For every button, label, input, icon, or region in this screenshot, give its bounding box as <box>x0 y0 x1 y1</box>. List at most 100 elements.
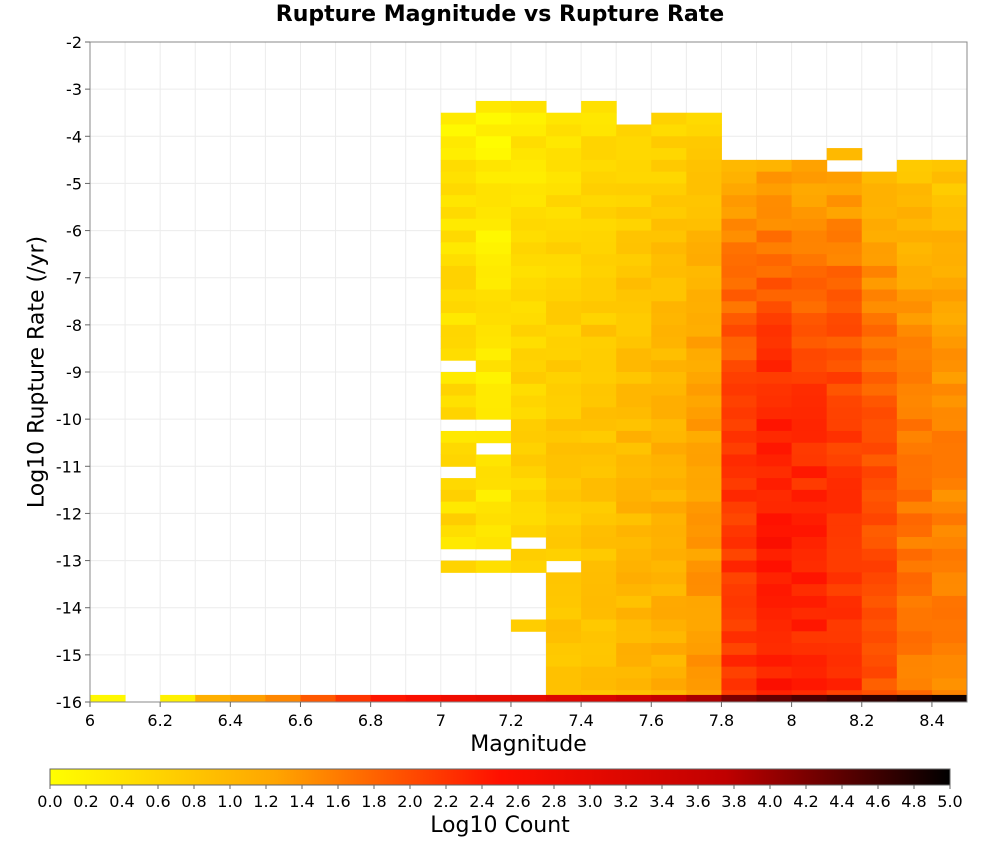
heatmap-cell <box>756 607 793 620</box>
heatmap-cell <box>756 419 793 432</box>
y-tick-label: -11 <box>56 457 82 476</box>
colorbar-label: Log10 Count <box>430 813 570 838</box>
heatmap-cell <box>686 112 722 125</box>
heatmap-cell <box>686 690 722 696</box>
heatmap-cell <box>581 289 617 302</box>
heatmap-cell <box>546 112 582 125</box>
heatmap-cell <box>546 195 582 208</box>
heatmap-cell <box>721 383 758 397</box>
heatmap-cell <box>791 560 828 573</box>
colorbar-tick-label: 1.0 <box>217 792 242 811</box>
heatmap-bottom-cell <box>756 694 793 702</box>
heatmap-cell <box>440 442 477 455</box>
heatmap-bottom-cell <box>195 694 231 702</box>
heatmap-cell <box>686 148 722 161</box>
y-tick-label: -9 <box>66 363 82 382</box>
heatmap-cell <box>861 466 898 479</box>
heatmap-cell <box>546 584 582 597</box>
heatmap-cell <box>896 454 933 467</box>
heatmap-cell <box>861 407 898 420</box>
heatmap-bottom-cell <box>686 694 722 702</box>
heatmap-cell <box>475 560 512 573</box>
heatmap-cell <box>475 171 512 184</box>
heatmap-cell <box>721 478 758 491</box>
heatmap-cell <box>721 607 758 620</box>
heatmap-cell <box>475 372 512 385</box>
heatmap-cell <box>581 489 617 503</box>
heatmap-cell <box>896 584 933 597</box>
heatmap-cell <box>616 254 652 267</box>
heatmap-cell <box>651 666 687 679</box>
heatmap-cell <box>510 466 547 479</box>
heatmap-cell <box>616 195 652 208</box>
heatmap-cell <box>616 419 652 432</box>
heatmap-cell <box>826 395 863 408</box>
heatmap-cell <box>896 631 933 644</box>
heatmap-cell <box>861 419 898 432</box>
heatmap-cell <box>896 242 933 255</box>
heatmap-cell <box>791 513 828 526</box>
heatmap-cell <box>896 478 933 491</box>
heatmap-cell <box>721 690 758 696</box>
heatmap-cell <box>546 230 582 243</box>
heatmap-cell <box>826 383 863 397</box>
heatmap-cell <box>896 348 933 361</box>
heatmap-cell <box>791 619 828 632</box>
heatmap-cell <box>651 525 687 538</box>
heatmap-cell <box>791 183 828 196</box>
heatmap-cell <box>546 360 582 373</box>
heatmap-cell <box>581 525 617 538</box>
heatmap-cell <box>861 584 898 597</box>
heatmap-cell <box>651 548 687 562</box>
heatmap-cell <box>475 112 512 125</box>
heatmap-cell <box>475 313 512 326</box>
heatmap-cell <box>581 159 617 173</box>
heatmap-cell <box>475 537 512 550</box>
heatmap-cell <box>686 666 722 679</box>
heatmap-cell <box>896 466 933 479</box>
heatmap-cell <box>581 124 617 137</box>
heatmap-cell <box>686 242 722 255</box>
heatmap-cell <box>861 478 898 491</box>
heatmap-cell <box>651 324 687 338</box>
heatmap-cell <box>861 254 898 267</box>
heatmap-cell <box>616 513 652 526</box>
heatmap-cell <box>861 666 898 679</box>
heatmap-cell <box>440 218 477 232</box>
heatmap-cell <box>510 348 547 361</box>
heatmap-cell <box>931 489 968 503</box>
heatmap-cell <box>756 383 793 397</box>
heatmap-cell <box>440 478 477 491</box>
y-tick-label: -6 <box>66 222 82 241</box>
heatmap-cell <box>896 572 933 585</box>
heatmap-cell <box>721 195 758 208</box>
heatmap-cell <box>510 289 547 302</box>
heatmap-cell <box>931 289 968 302</box>
heatmap-cell <box>861 489 898 503</box>
heatmap-cell <box>475 407 512 420</box>
heatmap-cell <box>826 607 863 620</box>
heatmap-cell <box>861 631 898 644</box>
heatmap-cell <box>756 360 793 373</box>
heatmap-cell <box>475 513 512 526</box>
heatmap-cell <box>686 631 722 644</box>
heatmap-cell <box>616 171 652 184</box>
heatmap-cell <box>616 301 652 314</box>
colorbar-tick-label: 4.0 <box>757 792 782 811</box>
heatmap-cell <box>546 489 582 503</box>
heatmap-cell <box>756 242 793 255</box>
heatmap-cell <box>686 466 722 479</box>
heatmap-cell <box>581 419 617 432</box>
heatmap-cell <box>510 100 547 114</box>
heatmap-cell <box>896 690 933 696</box>
heatmap-cell <box>861 690 898 696</box>
heatmap-cell <box>896 501 933 514</box>
heatmap-cell <box>861 289 898 302</box>
heatmap-cell <box>546 595 582 609</box>
heatmap-cell <box>475 265 512 279</box>
heatmap-cell <box>546 372 582 385</box>
heatmap-cell <box>616 395 652 408</box>
heatmap-cell <box>931 372 968 385</box>
heatmap-cell <box>721 419 758 432</box>
heatmap-cell <box>861 301 898 314</box>
